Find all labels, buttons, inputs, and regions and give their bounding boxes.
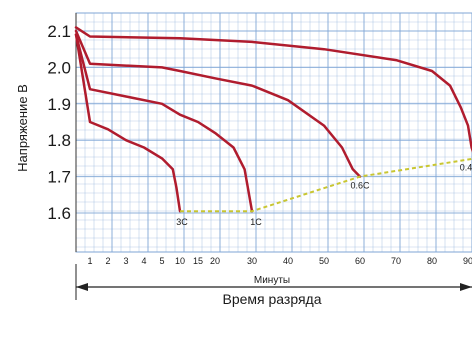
y-tick-label: 1.9 — [47, 95, 71, 114]
y-tick-label: 1.7 — [47, 168, 71, 187]
x-tick-label: 60 — [355, 256, 365, 266]
y-tick-label: 2.1 — [47, 22, 71, 41]
x-tick-label: 70 — [391, 256, 401, 266]
x-tick-label: 2 — [105, 256, 110, 266]
cutoff-line — [180, 157, 472, 213]
curve-label: 0.6C — [350, 181, 370, 191]
series-line-0-4C — [74, 26, 472, 153]
time-dimension — [75, 264, 472, 300]
arrow-head-right — [460, 283, 472, 291]
y-axis-label: Напряжение В — [15, 84, 30, 172]
curve-label: 3C — [176, 217, 188, 227]
grid — [75, 12, 472, 253]
arrow-head-left — [76, 283, 88, 291]
x-tick-label: 10 — [175, 256, 185, 266]
x-tick-label: 50 — [319, 256, 329, 266]
y-tick-label: 1.8 — [47, 131, 71, 150]
x-tick-label: 15 — [193, 256, 203, 266]
y-tick-label: 1.6 — [47, 204, 71, 223]
x-tick-label: 3 — [123, 256, 128, 266]
y-tick-label: 2.0 — [47, 58, 71, 77]
series-line-3C — [74, 33, 182, 213]
curve-label: 1C — [250, 217, 262, 227]
x-axis-sub-label: Минуты — [254, 275, 290, 286]
x-tick-label: 90 — [463, 256, 472, 266]
x-axis-label: Время разряда — [222, 291, 321, 307]
y-axis: 2.1 2.0 1.9 1.8 1.7 1.6 — [47, 13, 77, 252]
x-tick-label: 80 — [427, 256, 437, 266]
series-line-1C — [74, 33, 254, 213]
x-tick-label: 1 — [87, 256, 92, 266]
x-tick-label: 20 — [210, 256, 220, 266]
curve-label: 0.4C — [460, 162, 472, 172]
x-axis: 1 2 3 4 5 10 15 20 30 40 50 60 70 80 90 — [87, 256, 472, 266]
series-line-0-6C — [74, 29, 362, 178]
x-tick-label: 40 — [283, 256, 293, 266]
x-tick-label: 30 — [247, 256, 257, 266]
x-tick-label: 4 — [141, 256, 146, 266]
series-group: 3C 1C 0.6C 0.4C — [74, 26, 472, 227]
x-tick-label: 5 — [159, 256, 164, 266]
